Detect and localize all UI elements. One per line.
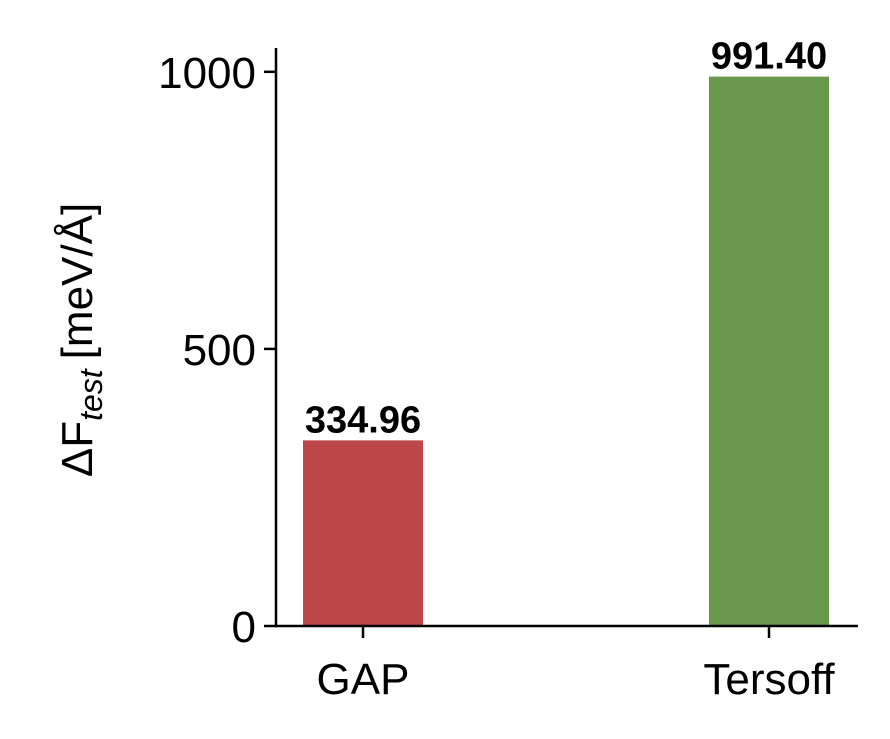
y-label-subscript: test	[73, 368, 109, 421]
y-tick-label: 1000	[158, 49, 256, 98]
y-label-unit: [meV/Å]	[53, 203, 102, 360]
y-tick-label: 0	[232, 603, 256, 652]
bar	[709, 76, 829, 626]
y-tick-label: 500	[183, 326, 256, 375]
y-axis-label: ΔFtest [meV/Å]	[53, 203, 109, 477]
bar	[303, 440, 423, 626]
y-label-main: ΔF	[53, 421, 102, 477]
x-tick-label: GAP	[317, 655, 410, 704]
x-tick-label: Tersoff	[703, 655, 835, 704]
value-label: 334.96	[305, 399, 421, 441]
value-label: 991.40	[711, 36, 827, 78]
